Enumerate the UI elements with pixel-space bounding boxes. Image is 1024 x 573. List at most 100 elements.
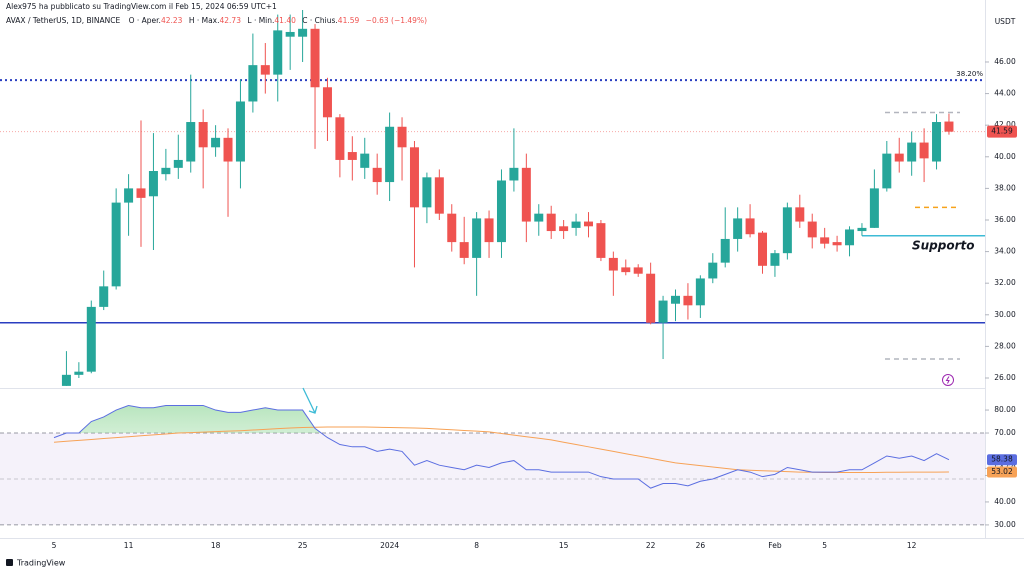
- close-label: C · Chius.: [302, 16, 338, 25]
- candle-body: [148, 171, 158, 197]
- currency-label: USDT: [995, 17, 1016, 26]
- candle-body: [235, 101, 245, 162]
- candle-body: [111, 202, 121, 287]
- publisher-line: Alex975 ha pubblicato su TradingView.com…: [6, 2, 277, 11]
- candle-body: [795, 207, 805, 222]
- candle-body: [198, 122, 208, 148]
- candle-body: [745, 218, 755, 235]
- candle-body: [894, 153, 904, 162]
- candle-body: [882, 153, 892, 189]
- rsi-line: [53, 404, 950, 489]
- x-tick-label: 5: [52, 541, 57, 550]
- candle-body: [534, 213, 544, 222]
- brand: TradingView: [16, 559, 66, 568]
- overbought-fill: [78, 405, 322, 434]
- x-tick-label: 22: [646, 541, 656, 550]
- candle-body: [447, 213, 457, 243]
- candle-body: [770, 253, 780, 266]
- y-tick-label: 46.00: [994, 57, 1016, 66]
- candle-body: [360, 153, 370, 168]
- candle-body: [385, 126, 395, 183]
- y-tick-label: 34.00: [994, 247, 1016, 256]
- candle-body: [186, 122, 196, 162]
- candle-body: [409, 147, 419, 208]
- candle-body: [434, 177, 444, 214]
- candle-body: [944, 121, 954, 132]
- x-tick-label: 12: [907, 541, 917, 550]
- rsi-tick-label: 70.00: [994, 428, 1016, 437]
- axes: 26.00 28.00 30.00 32.00 34.00 36.00 38.00 40.00…: [52, 57, 1017, 550]
- y-tick-label: 26.00: [994, 373, 1016, 382]
- candle-body: [633, 267, 643, 274]
- y-tick-label: 40.00: [994, 152, 1016, 161]
- open-value: 42.23: [161, 16, 183, 25]
- candle-body: [509, 167, 519, 181]
- alert-icon: [942, 374, 954, 386]
- candle-body: [310, 28, 320, 88]
- candle-body: [285, 31, 295, 37]
- alert-bolt: [945, 376, 950, 384]
- change: −0.63 (−1.49%): [366, 16, 427, 25]
- candle-body: [733, 218, 743, 239]
- logo-mark: [6, 559, 13, 566]
- candle-body: [298, 28, 308, 37]
- last-price-label: 41.59: [991, 127, 1013, 136]
- candle-body: [758, 232, 768, 266]
- level-label: Supporto: [912, 238, 975, 252]
- candle-body: [708, 262, 718, 279]
- candle-body: [571, 221, 581, 228]
- candle-body: [161, 167, 171, 175]
- candle-body: [782, 207, 792, 254]
- candle-body: [99, 286, 109, 307]
- candle-body: [173, 159, 183, 168]
- candle-body: [397, 126, 407, 148]
- rsi-ma-line: [53, 426, 949, 474]
- candle-body: [695, 278, 705, 306]
- candle-body: [422, 177, 432, 208]
- arrow-annotation: [302, 387, 318, 414]
- low-value: 41.40: [274, 16, 296, 25]
- candle-body: [61, 374, 71, 386]
- legend: AVAX / TetherUS, 1D, BINANCE O · Aper.42…: [6, 16, 427, 25]
- rsi-tick-label: 40.00: [994, 497, 1016, 506]
- high-value: 42.73: [220, 16, 242, 25]
- x-tick-label: 5: [822, 541, 827, 550]
- candle-body: [136, 188, 146, 198]
- candle-body: [857, 227, 867, 232]
- candle-body: [124, 188, 134, 203]
- candle-body: [658, 300, 668, 323]
- y-tick-label: 32.00: [994, 278, 1016, 287]
- high-label: H · Max.: [189, 16, 220, 25]
- x-tick-label: 26: [696, 541, 706, 550]
- x-tick-label: 2024: [380, 541, 399, 550]
- candle-body: [646, 273, 656, 323]
- rsi-value-tag: [987, 466, 1017, 478]
- candle-body: [845, 229, 855, 246]
- candle-body: [347, 152, 357, 160]
- candle-body: [484, 218, 494, 243]
- x-tick-label: Feb: [768, 541, 782, 550]
- candle-body: [372, 167, 382, 183]
- candle-body: [260, 65, 270, 75]
- candle-body: [596, 223, 606, 258]
- candle-body: [621, 267, 631, 273]
- candle-body: [683, 295, 693, 306]
- candle-body: [720, 238, 730, 263]
- candle-body: [496, 180, 506, 243]
- candle-body: [583, 221, 593, 227]
- candle-body: [248, 65, 258, 102]
- candle-body: [932, 122, 942, 162]
- level-label: 38.20%: [956, 70, 983, 78]
- candle-body: [807, 221, 817, 238]
- candle-body: [459, 242, 469, 258]
- y-tick-label: 30.00: [994, 310, 1016, 319]
- candle-body: [211, 137, 221, 148]
- rsi-value-label: 53.02: [991, 467, 1013, 476]
- y-tick-label: 28.00: [994, 341, 1016, 350]
- candle-body: [521, 167, 531, 222]
- rsi-value-tag: [987, 454, 1017, 466]
- open-label: O · Aper.: [129, 16, 161, 25]
